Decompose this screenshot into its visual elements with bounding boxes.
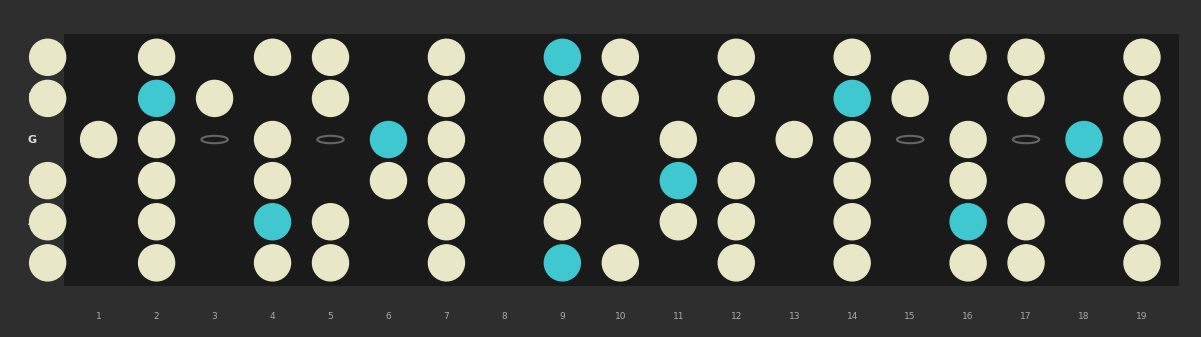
Text: C#: C#: [265, 217, 280, 226]
Text: G#: G#: [1077, 176, 1092, 185]
Text: C#: C#: [556, 53, 569, 62]
Text: A: A: [327, 53, 334, 62]
Text: D: D: [907, 94, 914, 103]
Text: C#: C#: [961, 217, 975, 226]
Text: F#: F#: [846, 53, 859, 62]
Text: 17: 17: [1021, 312, 1032, 321]
Text: F#: F#: [962, 176, 974, 185]
Text: G#: G#: [382, 176, 395, 185]
Text: D: D: [617, 258, 623, 267]
Text: F#: F#: [1135, 94, 1148, 103]
Text: A: A: [733, 217, 740, 226]
Text: C#: C#: [382, 135, 395, 144]
Text: E: E: [328, 94, 334, 103]
Text: D: D: [211, 94, 219, 103]
Text: E: E: [1139, 217, 1145, 226]
Text: A: A: [617, 94, 623, 103]
Text: 11: 11: [673, 312, 685, 321]
Text: 8: 8: [502, 312, 507, 321]
Text: A: A: [327, 258, 334, 267]
Text: B: B: [1139, 53, 1146, 62]
Text: F#: F#: [440, 94, 453, 103]
Text: E: E: [734, 258, 739, 267]
Text: G#: G#: [961, 53, 975, 62]
Text: C#: C#: [1077, 135, 1091, 144]
Text: 7: 7: [443, 312, 449, 321]
Text: C#: C#: [556, 258, 569, 267]
Text: A: A: [44, 217, 50, 226]
Text: 13: 13: [789, 312, 800, 321]
Text: D: D: [1139, 135, 1146, 144]
Text: B: B: [269, 135, 276, 144]
Text: B: B: [849, 217, 855, 226]
Text: G: G: [28, 134, 37, 145]
Text: B: B: [964, 135, 972, 144]
Text: F#: F#: [556, 217, 569, 226]
Text: D: D: [28, 176, 37, 186]
Text: 18: 18: [1078, 312, 1089, 321]
Text: A: A: [154, 135, 160, 144]
Text: C#: C#: [846, 94, 859, 103]
Text: E: E: [734, 53, 739, 62]
Text: B: B: [560, 176, 566, 185]
Text: B: B: [443, 53, 449, 62]
Text: A: A: [849, 135, 855, 144]
Text: 9: 9: [560, 312, 566, 321]
Text: G#: G#: [961, 258, 975, 267]
Text: E: E: [560, 135, 566, 144]
Text: E: E: [29, 52, 36, 62]
Text: B: B: [44, 94, 50, 103]
Text: 3: 3: [211, 312, 217, 321]
Text: F#: F#: [150, 258, 163, 267]
Text: A: A: [28, 217, 37, 227]
Text: 15: 15: [904, 312, 916, 321]
Text: 14: 14: [847, 312, 858, 321]
Text: G#: G#: [265, 53, 280, 62]
Text: E: E: [29, 258, 36, 268]
Text: B: B: [733, 94, 740, 103]
Text: E: E: [44, 53, 50, 62]
Text: F#: F#: [267, 176, 279, 185]
Text: F#: F#: [846, 258, 859, 267]
Text: 19: 19: [1136, 312, 1148, 321]
Text: 1: 1: [96, 312, 102, 321]
Text: C#: C#: [671, 176, 685, 185]
Text: 12: 12: [730, 312, 742, 321]
Text: A: A: [443, 176, 449, 185]
Text: 2: 2: [154, 312, 160, 321]
Text: E: E: [1023, 94, 1029, 103]
Text: 6: 6: [386, 312, 392, 321]
Text: D: D: [617, 53, 623, 62]
Text: G#: G#: [787, 135, 801, 144]
Text: G#: G#: [91, 135, 106, 144]
Text: G#: G#: [671, 217, 686, 226]
Text: 16: 16: [962, 312, 974, 321]
Text: B: B: [1139, 258, 1146, 267]
Text: E: E: [44, 258, 50, 267]
Text: D: D: [1022, 217, 1029, 226]
Text: B: B: [154, 217, 160, 226]
Text: G#: G#: [555, 94, 569, 103]
Text: G#: G#: [265, 258, 280, 267]
Text: 4: 4: [270, 312, 275, 321]
Text: D: D: [44, 176, 52, 185]
Text: F#: F#: [671, 135, 685, 144]
Text: E: E: [443, 217, 449, 226]
Text: 5: 5: [328, 312, 334, 321]
Text: 10: 10: [615, 312, 626, 321]
Text: D: D: [327, 217, 334, 226]
Text: E: E: [849, 176, 855, 185]
Text: D: D: [733, 176, 740, 185]
Text: B: B: [29, 93, 36, 103]
Text: E: E: [154, 176, 160, 185]
Text: F#: F#: [150, 53, 163, 62]
Text: D: D: [443, 135, 450, 144]
Text: A: A: [1139, 176, 1146, 185]
Text: A: A: [1023, 258, 1029, 267]
Text: A: A: [1023, 53, 1029, 62]
Text: C#: C#: [150, 94, 163, 103]
Text: B: B: [443, 258, 449, 267]
